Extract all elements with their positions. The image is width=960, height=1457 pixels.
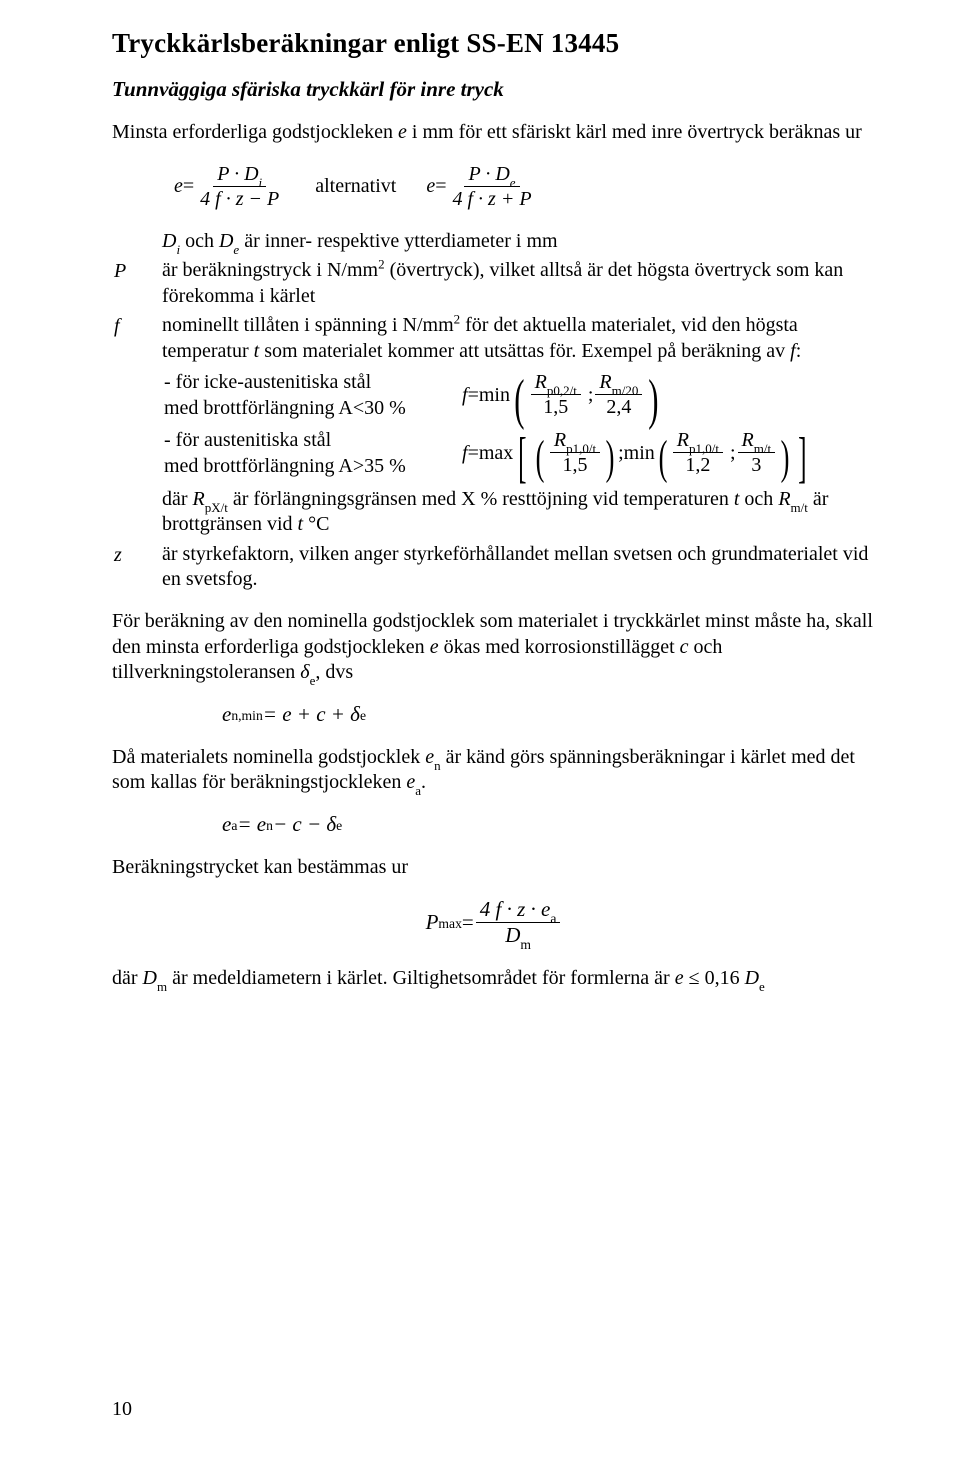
para-validity: där Dm är medeldiametern i kärlet. Gilti… <box>112 966 876 992</box>
equation-e-thickness: e = P · Di 4 f · z − P alternativt e = P… <box>174 162 876 211</box>
text: Minsta erforderliga godstjockleken <box>112 121 398 143</box>
para-pmax-intro: Beräkningstrycket kan bestämmas ur <box>112 855 876 881</box>
def-f: f nominellt tillåten i spänning i N/mm2 … <box>112 313 876 364</box>
def-D: Di och De är inner- respektive ytterdiam… <box>112 229 876 255</box>
case-nonaustenitic: - för icke-austenitiska stål med brottfö… <box>164 369 876 421</box>
page-number: 10 <box>112 1398 132 1421</box>
definitions: Di och De är inner- respektive ytterdiam… <box>112 229 876 593</box>
def-z: z är styrkefaktorn, vilken anger styrkef… <box>112 542 876 593</box>
para-ea: Då materialets nominella godstjocklek en… <box>112 745 876 796</box>
page-subtitle: Tunnväggiga sfäriska tryckkärl för inre … <box>112 77 876 102</box>
page-title: Tryckkärlsberäkningar enligt SS-EN 13445 <box>112 28 876 59</box>
after-cases-note: där RpX/t är förlängningsgränsen med X %… <box>162 487 876 538</box>
para-nominal: För beräkning av den nominella godstjock… <box>112 609 876 686</box>
alternativt-label: alternativt <box>315 175 396 198</box>
intro-paragraph: Minsta erforderliga godstjockleken e i m… <box>112 120 876 146</box>
equation-ea: ea = en − c − δe <box>222 812 876 837</box>
def-P: P är beräkningstryck i N/mm2 (övertryck)… <box>112 258 876 309</box>
equation-pmax: Pmax = 4 f · z · ea Dm <box>112 897 876 948</box>
equation-enmin: en,min = e + c + δe <box>222 702 876 727</box>
case-austenitic: - för austenitiska stål med brottförläng… <box>164 427 876 479</box>
